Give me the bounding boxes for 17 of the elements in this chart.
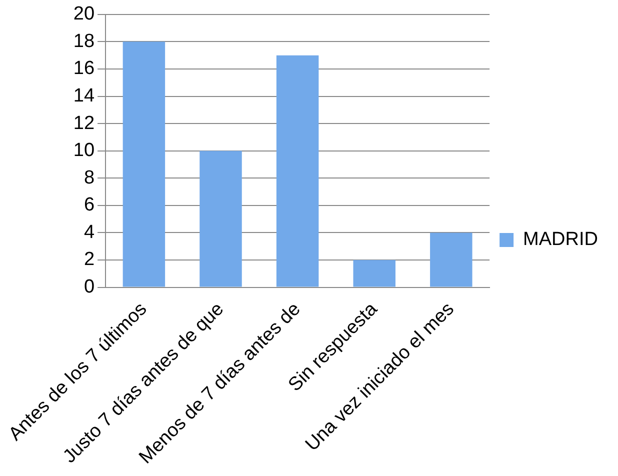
y-tick-label: 18 xyxy=(73,30,95,52)
y-tick-label: 10 xyxy=(73,140,95,162)
bar xyxy=(200,150,242,287)
bar xyxy=(430,232,472,287)
bar xyxy=(122,42,166,287)
y-tick-label: 8 xyxy=(84,167,95,188)
bar xyxy=(353,260,396,287)
y-tick-label: 2 xyxy=(84,249,95,270)
y-tick-label: 6 xyxy=(84,194,95,216)
legend-label: MADRID xyxy=(523,229,598,250)
bar xyxy=(276,55,319,287)
y-tick-label: 0 xyxy=(84,276,95,298)
y-tick-label: 14 xyxy=(73,85,95,106)
y-tick-label: 12 xyxy=(73,112,95,134)
y-tick-label: 4 xyxy=(84,222,95,243)
y-tick-label: 20 xyxy=(73,4,95,25)
y-tick-label: 16 xyxy=(73,58,95,80)
